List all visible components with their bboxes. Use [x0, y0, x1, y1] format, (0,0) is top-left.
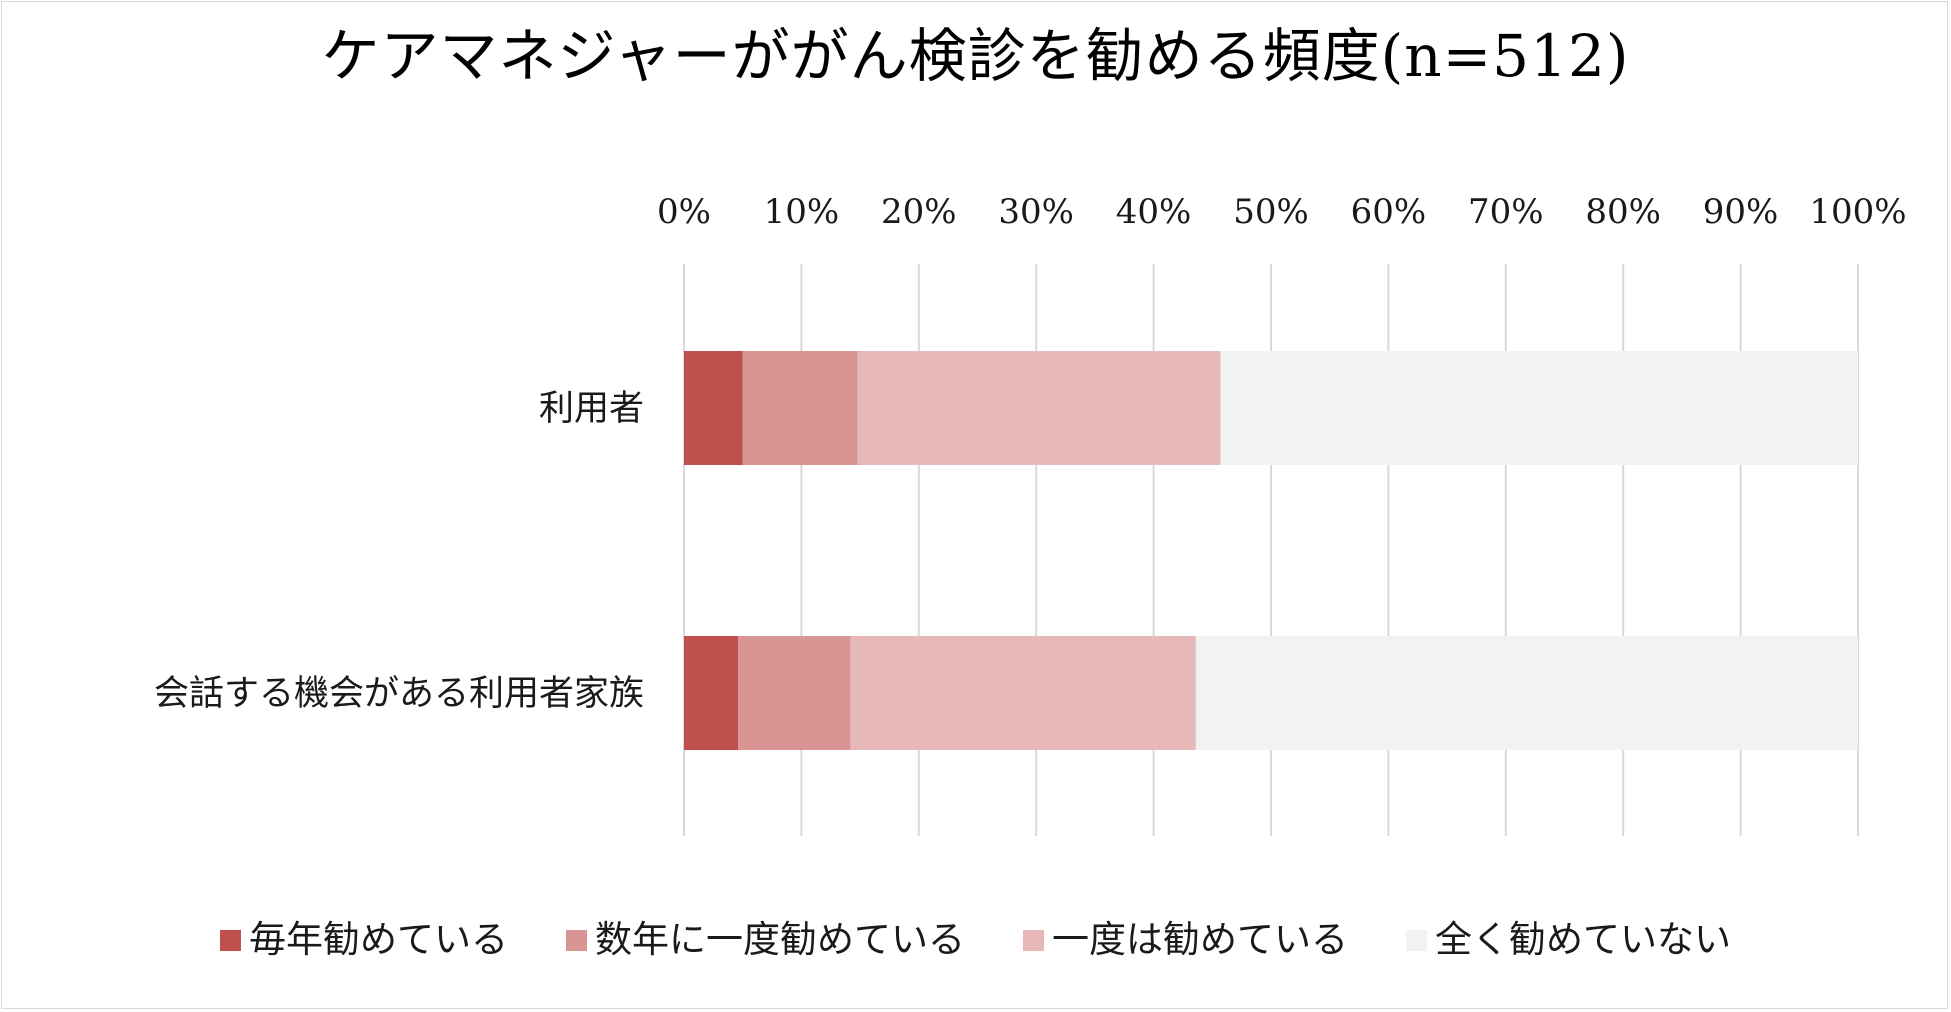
x-axis-ticks: 0% 10% 20% 30% 40% 50% 60% 70% 80% 90% 100% — [657, 192, 1907, 232]
bar-segment — [1195, 636, 1858, 750]
bar-segment — [742, 351, 858, 465]
x-tick-label: 40% — [1116, 192, 1192, 232]
legend-label: 数年に一度勧めている — [595, 918, 965, 961]
legend: 毎年勧めている 数年に一度勧めている 一度は勧めている 全く勧めていない — [0, 915, 1951, 965]
x-tick-label: 20% — [881, 192, 957, 232]
x-tick-label: 0% — [657, 192, 711, 232]
legend-label: 一度は勧めている — [1052, 918, 1348, 961]
bars — [684, 351, 1858, 750]
legend-swatch — [220, 929, 241, 951]
x-tick-label: 100% — [1809, 192, 1906, 232]
x-tick-label: 70% — [1468, 192, 1544, 232]
legend-swatch — [566, 929, 587, 951]
legend-label: 全く勧めていない — [1435, 918, 1731, 961]
x-tick-label: 90% — [1703, 192, 1779, 232]
legend-item: 毎年勧めている — [220, 915, 508, 965]
legend-item: 一度は勧めている — [1023, 915, 1348, 965]
category-label: 利用者 — [539, 389, 644, 429]
bar-segment — [1220, 351, 1858, 465]
bar-segment — [684, 636, 739, 750]
x-tick-label: 10% — [764, 192, 840, 232]
chart-title: ケアマネジャーががん検診を勧める頻度(n=512) — [321, 22, 1630, 90]
bar-segment — [857, 351, 1221, 465]
legend-label: 毎年勧めている — [249, 918, 508, 961]
legend-swatch — [1406, 929, 1427, 951]
x-tick-label: 60% — [1351, 192, 1427, 232]
x-tick-label: 80% — [1585, 192, 1661, 232]
x-tick-label: 50% — [1233, 192, 1309, 232]
bar-segment — [684, 351, 743, 465]
gridlines — [683, 264, 1859, 836]
bar-segment — [850, 636, 1196, 750]
legend-swatch — [1023, 929, 1044, 951]
x-tick-label: 30% — [998, 192, 1074, 232]
legend-item: 数年に一度勧めている — [566, 915, 965, 965]
bar-segment — [738, 636, 851, 750]
category-label: 会話する機会がある利用者家族 — [154, 674, 644, 714]
legend-item: 全く勧めていない — [1406, 915, 1731, 965]
